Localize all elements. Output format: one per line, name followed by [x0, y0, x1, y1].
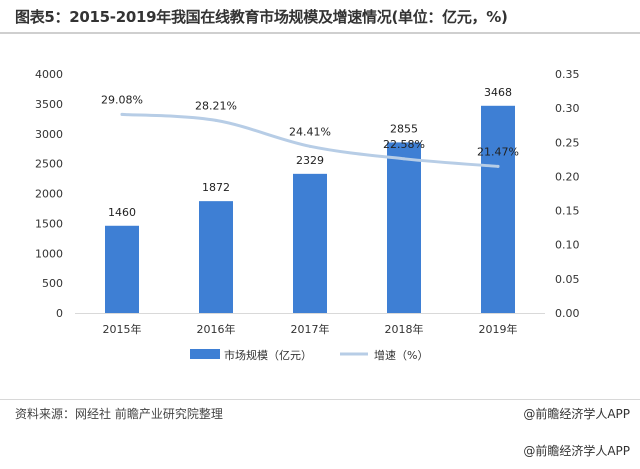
growth-value-label: 21.47% — [477, 145, 519, 158]
bar-market-size — [293, 173, 327, 313]
y-right-tick-label: 0.30 — [555, 102, 580, 115]
y-left-tick-label: 0 — [56, 307, 63, 320]
growth-rate-point — [214, 118, 218, 122]
y-left-tick-label: 3500 — [35, 98, 63, 111]
brand-text-bottom: @前瞻经济学人APP — [523, 444, 630, 458]
legend-label-growth: 增速（%） — [374, 348, 428, 362]
bar-value-label: 1460 — [108, 206, 136, 219]
y-left-tick-label: 500 — [42, 277, 63, 290]
growth-value-label: 28.21% — [195, 99, 237, 112]
title-divider — [0, 32, 640, 34]
y-left-tick-label: 2000 — [35, 188, 63, 201]
x-tick-label: 2015年 — [103, 322, 142, 336]
x-tick-label: 2017年 — [291, 322, 330, 336]
x-tick-label: 2018年 — [385, 322, 424, 336]
bar-market-size — [199, 201, 233, 313]
y-right-tick-label: 0.10 — [555, 239, 580, 252]
brand-credit-bottom: @前瞻经济学人APP — [523, 442, 630, 459]
y-left-tick-label: 1500 — [35, 217, 63, 230]
growth-value-label: 22.58% — [383, 138, 425, 151]
y-left-tick-label: 2500 — [35, 158, 63, 171]
legend-swatch-market-size — [190, 349, 220, 359]
chart-title: 图表5：2015-2019年我国在线教育市场规模及增速情况(单位：亿元，%) — [15, 8, 508, 26]
bar-market-size — [481, 105, 515, 313]
y-right-tick-label: 0.25 — [555, 136, 580, 149]
brand-text: @前瞻经济学人APP — [523, 407, 630, 421]
bar-value-label: 1872 — [202, 181, 230, 194]
bar-market-size — [105, 225, 139, 313]
growth-value-label: 24.41% — [289, 125, 331, 138]
growth-rate-point — [308, 144, 312, 148]
bar-value-label: 2329 — [296, 154, 324, 167]
x-tick-label: 2019年 — [479, 322, 518, 336]
growth-rate-point — [120, 112, 124, 116]
chart-canvas: 0 500 1000 1500 2000 2500 3000 3500 4000 0.00 0.05… — [35, 68, 580, 362]
y-right-tick-label: 0.15 — [555, 205, 580, 218]
bar-market-size — [387, 142, 421, 313]
y-right-tick-label: 0.20 — [555, 170, 580, 183]
growth-rate-point — [402, 157, 406, 161]
growth-rate-point — [496, 164, 500, 168]
brand-credit: @前瞻经济学人APP — [523, 405, 630, 422]
y-right-tick-label: 0.05 — [555, 273, 580, 286]
x-tick-label: 2016年 — [197, 322, 236, 336]
y-left-tick-label: 3000 — [35, 128, 63, 141]
legend-label-market-size: 市场规模（亿元） — [224, 348, 312, 362]
growth-value-label: 29.08% — [101, 93, 143, 106]
source-note: 资料来源：网经社 前瞻产业研究院整理 — [15, 407, 223, 421]
y-right-tick-label: 0.00 — [555, 307, 580, 320]
footer-divider — [0, 399, 640, 400]
y-right-tick-label: 0.35 — [555, 68, 580, 81]
y-left-tick-label: 1000 — [35, 247, 63, 260]
bar-value-label: 2855 — [390, 122, 418, 135]
y-left-tick-label: 4000 — [35, 68, 63, 81]
bar-value-label: 3468 — [484, 86, 512, 99]
